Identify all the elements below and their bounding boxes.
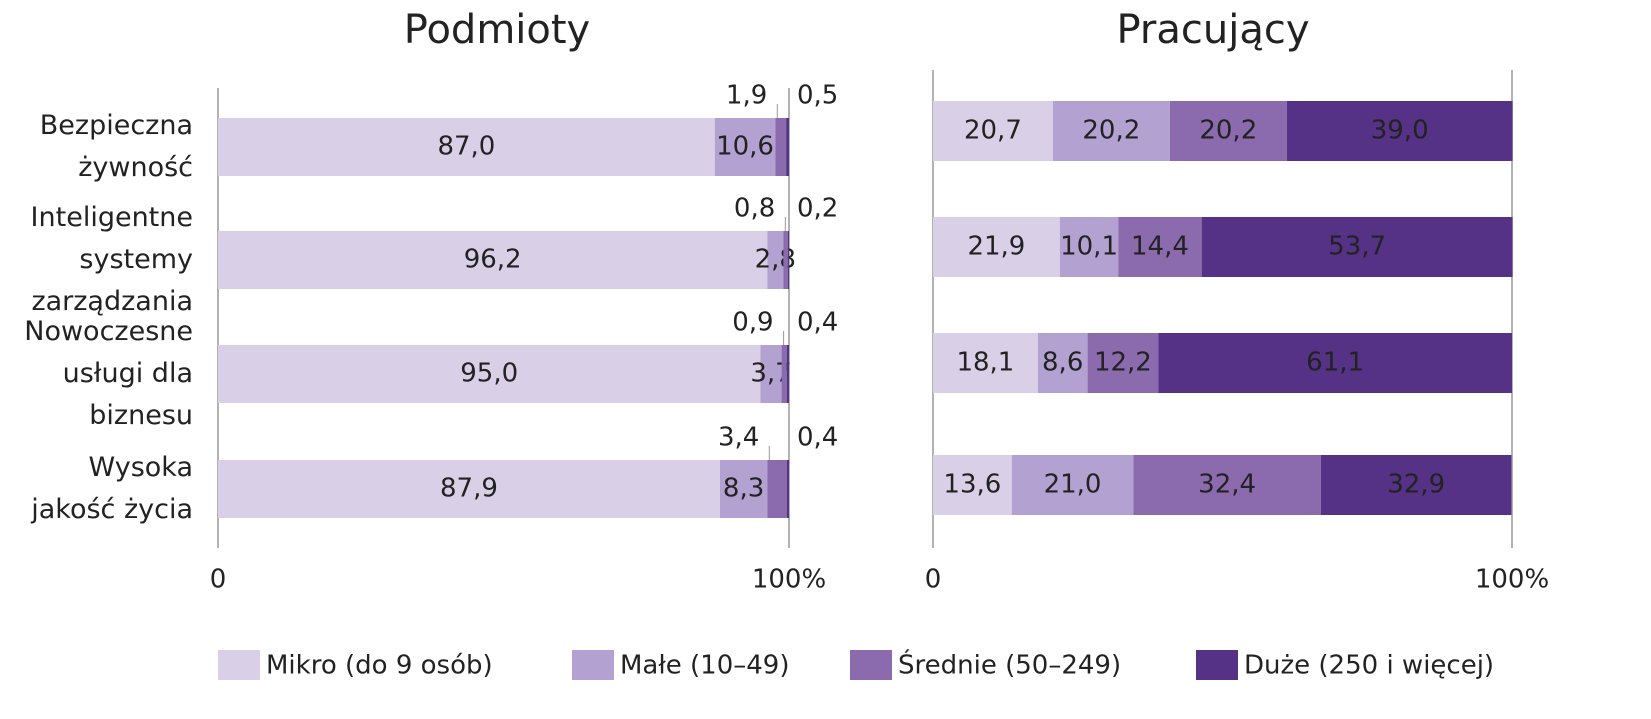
legend-swatch bbox=[572, 650, 614, 680]
value-label: 20,2 bbox=[1199, 116, 1257, 146]
bar-segment bbox=[775, 118, 787, 176]
legend-label: Mikro (do 9 osób) bbox=[266, 651, 493, 681]
value-label: 20,2 bbox=[1082, 116, 1140, 146]
value-label: 14,4 bbox=[1131, 232, 1189, 262]
bar-segment bbox=[218, 345, 761, 403]
bar-segment bbox=[1037, 333, 1088, 393]
bar-segment bbox=[218, 460, 720, 518]
legend-swatch bbox=[850, 650, 892, 680]
category-label: Wysoka jakość życia bbox=[31, 452, 193, 525]
bar-segment bbox=[767, 231, 784, 289]
bar-segment bbox=[787, 231, 789, 289]
bar-segment bbox=[767, 460, 787, 518]
value-label: 10,6 bbox=[716, 132, 774, 162]
value-label: 10,1 bbox=[1060, 232, 1118, 262]
bar-segment bbox=[719, 460, 768, 518]
bar-segment bbox=[1320, 455, 1512, 515]
value-label: 21,9 bbox=[967, 232, 1025, 262]
bar-segment bbox=[1133, 455, 1321, 515]
bar-segment bbox=[933, 217, 1060, 277]
bar-segment bbox=[1011, 455, 1134, 515]
value-label: 0,8 bbox=[734, 194, 775, 224]
bar-segment bbox=[1059, 217, 1119, 277]
value-label: 0,2 bbox=[797, 194, 838, 224]
x-tick-label: 100% bbox=[752, 565, 826, 595]
bar-segment bbox=[1286, 101, 1513, 161]
value-label: 13,6 bbox=[943, 470, 1001, 500]
category-label: Nowoczesne usługi dla biznesu bbox=[24, 316, 193, 431]
bar-segment bbox=[218, 118, 715, 176]
value-label: 32,9 bbox=[1387, 470, 1445, 500]
category-label: Bezpieczna żywność bbox=[39, 110, 193, 183]
value-label: 8,3 bbox=[723, 474, 764, 504]
bar-segment bbox=[714, 118, 776, 176]
value-label: 87,9 bbox=[440, 474, 498, 504]
bar-segment bbox=[1052, 101, 1170, 161]
value-label: 0,4 bbox=[797, 423, 838, 453]
bar-segment bbox=[786, 118, 789, 176]
category-label: Inteligentne systemy zarządzania bbox=[30, 202, 193, 317]
x-tick-label: 100% bbox=[1475, 565, 1549, 595]
bar-segment bbox=[1158, 333, 1512, 393]
bar-segment bbox=[1087, 333, 1159, 393]
value-label: 61,1 bbox=[1306, 348, 1364, 378]
legend-label: Małe (10–49) bbox=[620, 651, 789, 681]
value-label: 39,0 bbox=[1371, 116, 1429, 146]
bar-segment bbox=[781, 345, 787, 403]
bar-segment bbox=[1201, 217, 1513, 277]
bar-segment bbox=[786, 345, 789, 403]
value-label: 0,9 bbox=[732, 308, 773, 338]
value-label: 53,7 bbox=[1328, 232, 1386, 262]
chart-title: Pracujący bbox=[1116, 7, 1309, 53]
legend-swatch bbox=[218, 650, 260, 680]
bar-segment bbox=[1118, 217, 1202, 277]
bar-segment bbox=[218, 231, 768, 289]
bar-segment bbox=[933, 333, 1038, 393]
x-tick-label: 0 bbox=[210, 565, 227, 595]
value-label: 12,2 bbox=[1094, 348, 1152, 378]
value-label: 87,0 bbox=[437, 132, 495, 162]
value-label: 2,8 bbox=[755, 245, 796, 275]
value-label: 8,6 bbox=[1042, 348, 1083, 378]
value-label: 18,1 bbox=[956, 348, 1014, 378]
bar-segment bbox=[933, 101, 1053, 161]
bar-segment bbox=[933, 455, 1012, 515]
value-label: 1,9 bbox=[726, 81, 767, 111]
legend-label: Średnie (50–249) bbox=[898, 649, 1121, 681]
bar-segment bbox=[760, 345, 782, 403]
value-label: 0,4 bbox=[797, 308, 838, 338]
chart-title: Podmioty bbox=[404, 7, 590, 53]
value-label: 32,4 bbox=[1198, 470, 1256, 500]
bar-segment bbox=[783, 231, 788, 289]
bar-segment bbox=[786, 460, 789, 518]
legend-swatch bbox=[1196, 650, 1238, 680]
value-label: 96,2 bbox=[464, 245, 522, 275]
x-tick-label: 0 bbox=[925, 565, 942, 595]
value-label: 3,4 bbox=[718, 423, 759, 453]
value-label: 0,5 bbox=[797, 81, 838, 111]
value-label: 20,7 bbox=[964, 116, 1022, 146]
legend-label: Duże (250 i więcej) bbox=[1244, 651, 1494, 681]
value-label: 95,0 bbox=[460, 359, 518, 389]
value-label: 21,0 bbox=[1044, 470, 1102, 500]
bar-segment bbox=[1169, 101, 1287, 161]
